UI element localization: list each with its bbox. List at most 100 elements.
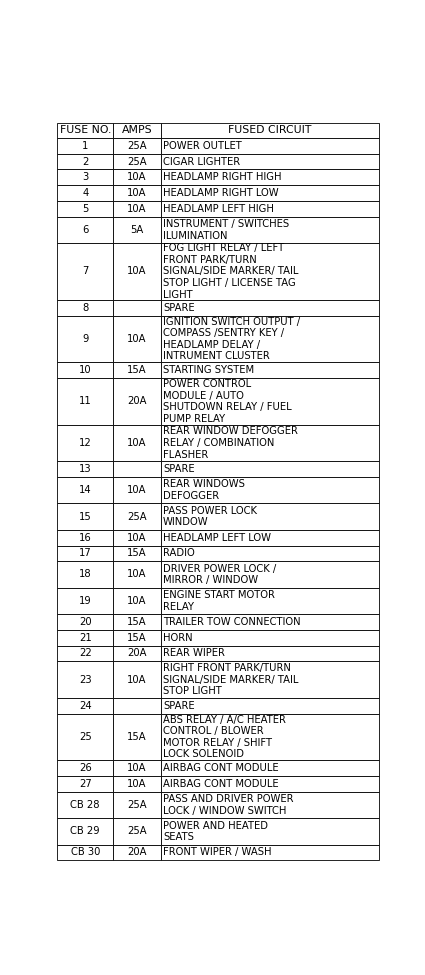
Bar	[57, 844, 113, 860]
Text: 10A: 10A	[128, 596, 147, 605]
Bar	[113, 630, 161, 645]
Bar	[113, 614, 161, 630]
Bar	[57, 714, 113, 760]
Bar	[161, 185, 379, 201]
Text: AIRBAG CONT MODULE: AIRBAG CONT MODULE	[163, 779, 278, 789]
Bar	[57, 425, 113, 461]
Text: CB 28: CB 28	[71, 800, 100, 810]
Text: 8: 8	[82, 303, 88, 313]
Text: 20A: 20A	[128, 648, 147, 658]
Text: 10A: 10A	[128, 532, 147, 543]
Bar	[113, 844, 161, 860]
Text: PASS AND DRIVER POWER
LOCK / WINDOW SWITCH: PASS AND DRIVER POWER LOCK / WINDOW SWIT…	[163, 794, 293, 816]
Text: IGNITION SWITCH OUTPUT /
COMPASS /SENTRY KEY /
HEADLAMP DELAY /
INTRUMENT CLUSTE: IGNITION SWITCH OUTPUT / COMPASS /SENTRY…	[163, 317, 300, 362]
Text: ABS RELAY / A/C HEATER
CONTROL / BLOWER
MOTOR RELAY / SHIFT
LOCK SOLENOID: ABS RELAY / A/C HEATER CONTROL / BLOWER …	[163, 715, 286, 760]
Bar	[57, 614, 113, 630]
Bar	[161, 503, 379, 529]
Bar	[161, 630, 379, 645]
Text: 25A: 25A	[128, 157, 147, 167]
Text: 10: 10	[79, 366, 91, 375]
Bar	[161, 760, 379, 776]
Bar	[161, 776, 379, 792]
Text: FUSE NO.: FUSE NO.	[60, 126, 111, 136]
Bar	[57, 776, 113, 792]
Text: HEADLAMP LEFT LOW: HEADLAMP LEFT LOW	[163, 532, 271, 543]
Bar	[57, 170, 113, 185]
Bar	[113, 698, 161, 714]
Text: CB 30: CB 30	[71, 847, 100, 857]
Bar	[113, 425, 161, 461]
Bar	[161, 818, 379, 844]
Bar	[57, 630, 113, 645]
Bar	[57, 588, 113, 614]
Bar	[57, 562, 113, 588]
Bar	[57, 243, 113, 300]
Text: 2: 2	[82, 157, 88, 167]
Text: 10A: 10A	[128, 266, 147, 277]
Text: FUSED CIRCUIT: FUSED CIRCUIT	[228, 126, 312, 136]
Bar	[113, 243, 161, 300]
Text: 10A: 10A	[128, 486, 147, 495]
Text: 25A: 25A	[128, 140, 147, 151]
Text: POWER CONTROL
MODULE / AUTO
SHUTDOWN RELAY / FUEL
PUMP RELAY: POWER CONTROL MODULE / AUTO SHUTDOWN REL…	[163, 379, 292, 424]
Bar	[57, 300, 113, 316]
Text: 7: 7	[82, 266, 88, 277]
Text: 1: 1	[82, 140, 88, 151]
Bar	[113, 645, 161, 661]
Text: STARTING SYSTEM: STARTING SYSTEM	[163, 366, 254, 375]
Text: RIGHT FRONT PARK/TURN
SIGNAL/SIDE MARKER/ TAIL
STOP LIGHT: RIGHT FRONT PARK/TURN SIGNAL/SIDE MARKER…	[163, 663, 298, 696]
Bar	[161, 316, 379, 363]
Bar	[57, 461, 113, 477]
Bar	[113, 185, 161, 201]
Bar	[161, 138, 379, 154]
Text: 15A: 15A	[128, 633, 147, 643]
Bar	[161, 546, 379, 562]
Text: 15A: 15A	[128, 366, 147, 375]
Text: 15: 15	[79, 512, 91, 522]
Bar	[161, 300, 379, 316]
Text: 10A: 10A	[128, 675, 147, 684]
Text: 10A: 10A	[128, 569, 147, 579]
Bar	[57, 154, 113, 170]
Text: 26: 26	[79, 763, 91, 773]
Bar	[113, 123, 161, 138]
Bar	[113, 776, 161, 792]
Text: 10A: 10A	[128, 779, 147, 789]
Bar	[113, 661, 161, 698]
Bar	[113, 503, 161, 529]
Text: 20: 20	[79, 617, 91, 627]
Text: 10A: 10A	[128, 438, 147, 449]
Bar	[161, 792, 379, 818]
Bar	[113, 461, 161, 477]
Text: 20A: 20A	[128, 397, 147, 407]
Bar	[161, 614, 379, 630]
Bar	[57, 316, 113, 363]
Text: POWER AND HEATED
SEATS: POWER AND HEATED SEATS	[163, 821, 268, 842]
Text: 18: 18	[79, 569, 91, 579]
Bar	[57, 138, 113, 154]
Bar	[161, 363, 379, 378]
Text: 27: 27	[79, 779, 91, 789]
Text: 9: 9	[82, 334, 88, 344]
Text: 17: 17	[79, 548, 91, 559]
Text: AMPS: AMPS	[122, 126, 153, 136]
Text: FRONT WIPER / WASH: FRONT WIPER / WASH	[163, 847, 272, 857]
Bar	[113, 588, 161, 614]
Bar	[57, 818, 113, 844]
Text: 10A: 10A	[128, 763, 147, 773]
Bar	[161, 645, 379, 661]
Text: FOG LIGHT RELAY / LEFT
FRONT PARK/TURN
SIGNAL/SIDE MARKER/ TAIL
STOP LIGHT / LIC: FOG LIGHT RELAY / LEFT FRONT PARK/TURN S…	[163, 243, 298, 299]
Bar	[161, 588, 379, 614]
Bar	[113, 378, 161, 425]
Text: SPARE: SPARE	[163, 303, 195, 313]
Text: 25: 25	[79, 732, 91, 742]
Text: CIGAR LIGHTER: CIGAR LIGHTER	[163, 157, 240, 167]
Text: 20A: 20A	[128, 847, 147, 857]
Bar	[113, 316, 161, 363]
Bar	[161, 477, 379, 503]
Text: POWER OUTLET: POWER OUTLET	[163, 140, 242, 151]
Bar	[57, 760, 113, 776]
Text: DRIVER POWER LOCK /
MIRROR / WINDOW: DRIVER POWER LOCK / MIRROR / WINDOW	[163, 564, 276, 585]
Text: 12: 12	[79, 438, 91, 449]
Text: 14: 14	[79, 486, 91, 495]
